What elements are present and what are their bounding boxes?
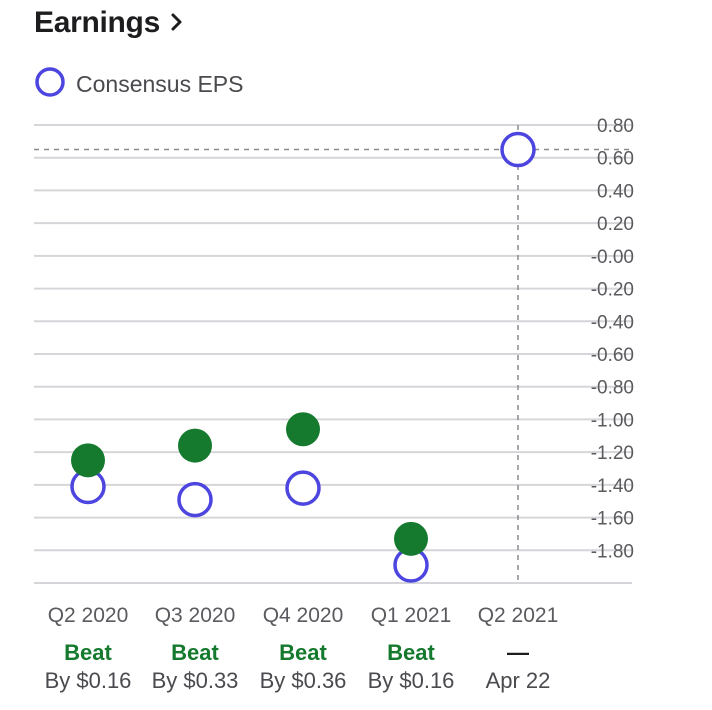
y-tick-label: -1.00	[591, 410, 634, 431]
y-tick-label: -1.40	[591, 476, 634, 497]
legend-label: Consensus EPS	[76, 71, 244, 97]
earnings-detail-label: By $0.16	[45, 668, 132, 693]
x-tick-label: Q3 2020	[155, 604, 236, 627]
earnings-status-label: Beat	[279, 640, 327, 665]
y-tick-label: 0.60	[597, 149, 634, 170]
earnings-detail-label: By $0.16	[368, 668, 455, 693]
chevron-right-icon	[170, 12, 184, 37]
earnings-status-label: Beat	[171, 640, 219, 665]
x-tick-label: Q4 2020	[263, 604, 344, 627]
y-tick-label: -0.00	[591, 247, 634, 268]
actual-eps-point	[178, 428, 212, 463]
y-tick-label: 0.80	[597, 116, 634, 137]
y-tick-label: -1.60	[591, 509, 634, 530]
consensus-eps-point	[285, 470, 321, 506]
y-tick-label: -0.60	[591, 345, 634, 366]
x-tick-label: Q2 2021	[478, 604, 559, 627]
y-tick-label: -0.20	[591, 280, 634, 301]
earnings-detail-label: By $0.33	[152, 668, 239, 693]
earnings-status-label: Beat	[387, 640, 435, 665]
earnings-title-link[interactable]: Earnings	[34, 6, 184, 40]
actual-eps-point	[71, 443, 105, 478]
earnings-detail-label: Apr 22	[486, 668, 551, 693]
y-tick-label: -0.40	[591, 312, 634, 333]
consensus-eps-point	[500, 131, 536, 168]
earnings-detail-label: By $0.36	[260, 668, 347, 693]
y-tick-label: -1.20	[591, 443, 634, 464]
y-tick-label: 0.20	[597, 214, 634, 235]
actual-eps-point	[286, 412, 320, 447]
x-tick-label: Q2 2020	[48, 604, 129, 627]
chart-legend: Consensus EPS	[34, 66, 243, 103]
page-title: Earnings	[34, 6, 160, 39]
y-tick-label: -0.80	[591, 378, 634, 399]
legend-marker-icon	[34, 66, 66, 103]
y-tick-label: -1.80	[591, 541, 634, 562]
y-tick-label: 0.40	[597, 181, 634, 202]
earnings-status-label: —	[507, 640, 529, 665]
actual-eps-point	[394, 521, 428, 556]
earnings-status-label: Beat	[64, 640, 112, 665]
consensus-eps-point	[177, 481, 213, 518]
x-tick-label: Q1 2021	[371, 604, 452, 627]
